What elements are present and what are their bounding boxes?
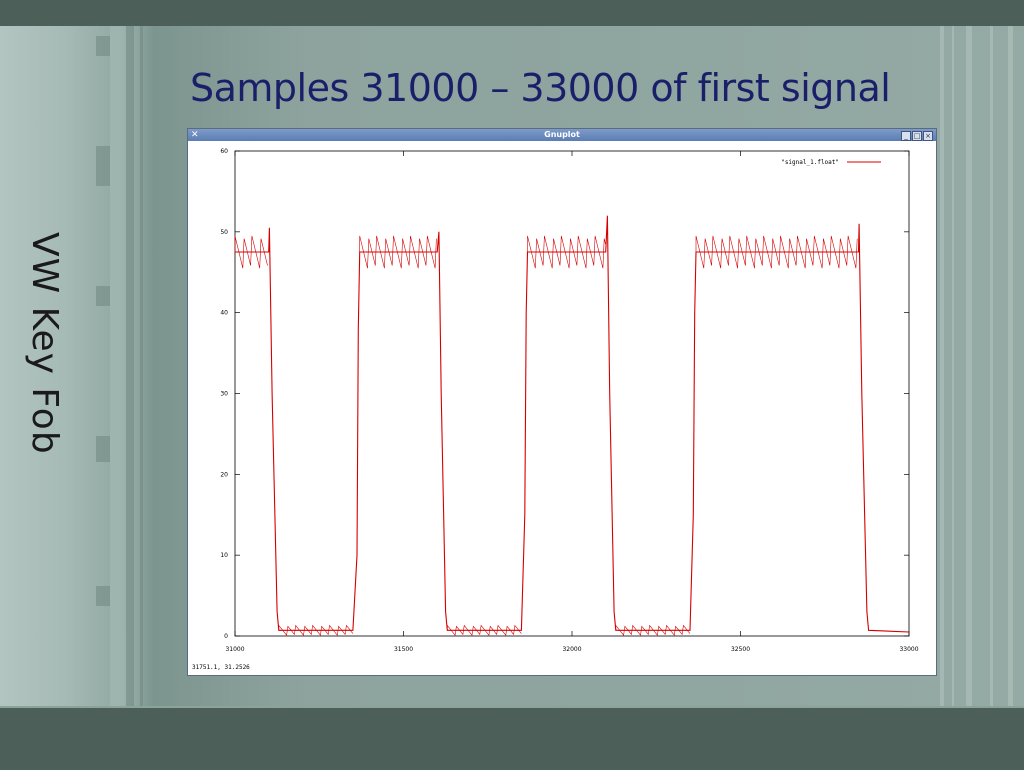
window-titlebar[interactable]: ✕ Gnuplot _ □ × xyxy=(188,129,936,141)
maximize-button[interactable]: □ xyxy=(912,131,922,141)
status-coordinates: 31751.1, 31.2526 xyxy=(192,664,250,671)
slide-title: Samples 31000 – 33000 of first signal xyxy=(190,66,891,110)
plot-area[interactable]: 0 10 20 30 40 50 60 31000 31500 32000 32500 33000 "s… xyxy=(188,141,936,663)
close-button[interactable]: × xyxy=(923,131,933,141)
x-tick-label: 31000 xyxy=(225,646,244,653)
y-tick-label: 10 xyxy=(220,552,228,559)
y-tick-label: 40 xyxy=(220,310,228,317)
side-title: VW Key Fob xyxy=(24,232,65,455)
y-tick-label: 30 xyxy=(220,391,228,398)
plot-frame xyxy=(234,150,910,637)
x-icon[interactable]: ✕ xyxy=(191,130,199,140)
window-title: Gnuplot xyxy=(544,130,580,139)
signal-noise xyxy=(234,235,858,636)
minimize-button[interactable]: _ xyxy=(901,131,911,141)
bottom-band xyxy=(0,706,1024,770)
y-tick-label: 60 xyxy=(220,148,228,155)
y-tick-label: 0 xyxy=(224,633,228,640)
x-tick-label: 33000 xyxy=(899,646,918,653)
decorative-bars xyxy=(96,26,1013,706)
x-tick-label: 32500 xyxy=(731,646,750,653)
x-tick-label: 31500 xyxy=(394,646,413,653)
top-band xyxy=(0,0,1024,26)
signal-line xyxy=(235,215,910,633)
y-tick-label: 50 xyxy=(220,229,228,236)
gnuplot-window[interactable]: ✕ Gnuplot _ □ × 0 10 20 30 40 50 60 31000 31500 3… xyxy=(187,128,937,676)
legend-label: "signal_1.float" xyxy=(781,159,839,166)
left-strip xyxy=(0,26,110,706)
y-tick-label: 20 xyxy=(220,471,228,478)
legend: "signal_1.float" xyxy=(781,159,881,166)
x-tick-label: 32000 xyxy=(562,646,581,653)
